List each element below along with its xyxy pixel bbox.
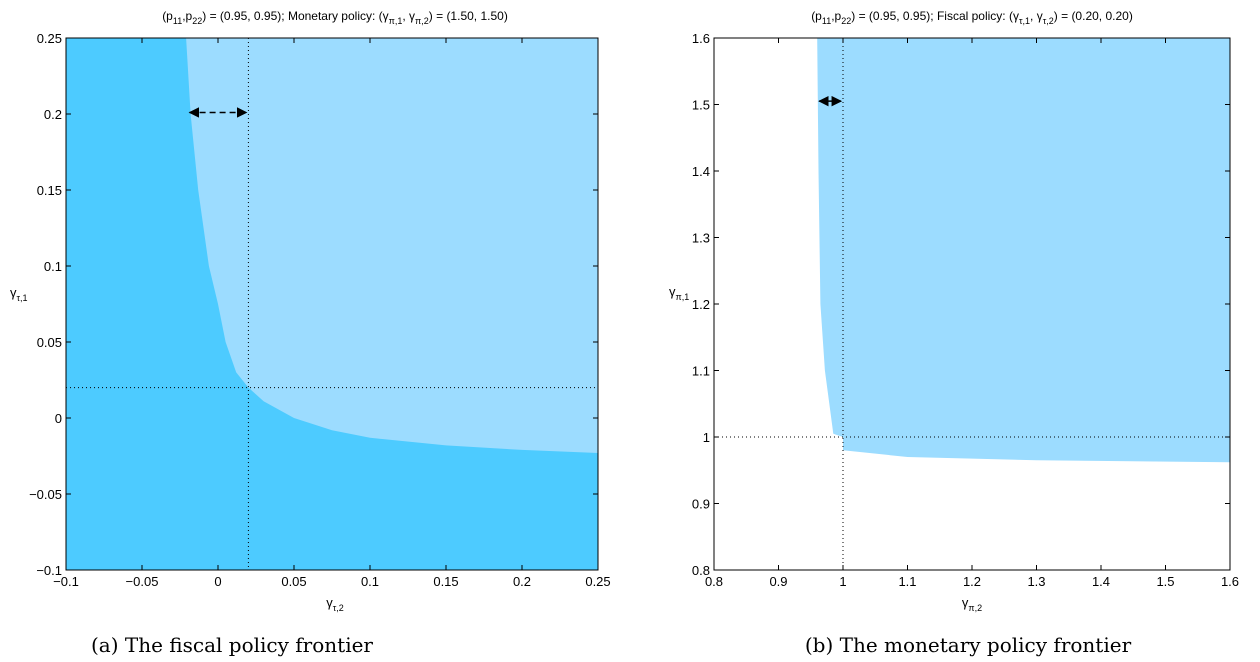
chart-a-xtick-label: 0.1 — [361, 574, 379, 589]
chart-b-xtick-label: 0.8 — [705, 574, 723, 589]
chart-b-xlabel: γπ,2 — [962, 595, 982, 613]
chart-a-xtick-label: −0.05 — [126, 574, 159, 589]
chart-b-ylabel: γπ,1 — [669, 284, 689, 302]
chart-b-xtick-label: 1.4 — [1092, 574, 1110, 589]
chart-a-xtick-label: 0.15 — [433, 574, 458, 589]
chart-b-determinacy-region — [817, 38, 1230, 463]
chart-a-plot: −0.1 −0.05 0 0.05 0.1 0.15 0.2 0.25 −0.1 −0.05 0 0.… — [29, 31, 611, 589]
chart-b-ytick-label: 1 — [703, 430, 710, 445]
chart-a-determinacy-region — [186, 38, 598, 453]
chart-a-ytick-label: 0 — [55, 411, 62, 426]
chart-a-xtick-label: 0 — [214, 574, 221, 589]
panel-monetary-frontier: (p11,p22) = (0.95, 0.95); Fiscal policy:… — [669, 9, 1239, 657]
chart-b-title: (p11,p22) = (0.95, 0.95); Fiscal policy:… — [811, 9, 1133, 26]
chart-a-xtick-label: 0.05 — [281, 574, 306, 589]
chart-a-ytick-label: 0.2 — [44, 107, 62, 122]
chart-b-xtick-label: 1.2 — [963, 574, 981, 589]
chart-a-ytick-label: −0.1 — [36, 563, 62, 578]
chart-b-caption: (b) The monetary policy frontier — [805, 633, 1132, 657]
chart-a-ytick-label: −0.05 — [29, 487, 62, 502]
chart-b-ytick-label: 1.1 — [692, 364, 710, 379]
chart-b-ytick-label: 1.3 — [692, 231, 710, 246]
chart-a-frame — [65, 37, 599, 571]
chart-b-xtick-label: 1.6 — [1221, 574, 1239, 589]
chart-b-ytick-label: 1.6 — [692, 31, 710, 46]
chart-b-plot: 0.8 0.9 1 1.1 1.2 1.3 1.4 1.5 1.6 0.8 0.9 1 1.1 1.2 1.… — [692, 31, 1239, 589]
chart-b-xtick-label: 1.5 — [1156, 574, 1174, 589]
chart-a-ytick-label: 0.25 — [37, 31, 62, 46]
chart-a-title: (p11,p22) = (0.95, 0.95); Monetary polic… — [162, 9, 508, 26]
chart-b-xtick-label: 1.1 — [898, 574, 916, 589]
chart-a-xtick-label: −0.1 — [53, 574, 79, 589]
chart-b-ytick-label: 0.9 — [692, 497, 710, 512]
chart-b-ytick-label: 0.8 — [692, 563, 710, 578]
chart-b-xtick-label: 0.9 — [769, 574, 787, 589]
chart-a-xtick-label: 0.25 — [585, 574, 610, 589]
chart-a-xlabel: γτ,2 — [326, 595, 344, 613]
chart-b-ytick-label: 1.5 — [692, 98, 710, 113]
chart-b-xtick-label: 1 — [839, 574, 846, 589]
chart-a-ytick-label: 0.05 — [37, 335, 62, 350]
panel-fiscal-frontier: (p11,p22) = (0.95, 0.95); Monetary polic… — [10, 9, 611, 657]
chart-a-ytick-label: 0.1 — [44, 259, 62, 274]
chart-b-ytick-label: 1.4 — [692, 164, 710, 179]
chart-a-xtick-label: 0.2 — [513, 574, 531, 589]
chart-a-ytick-label: 0.15 — [37, 183, 62, 198]
chart-b-ytick-label: 1.2 — [692, 297, 710, 312]
chart-b-xtick-label: 1.3 — [1027, 574, 1045, 589]
chart-a-ylabel: γτ,1 — [10, 285, 28, 303]
chart-a-caption: (a) The fiscal policy frontier — [91, 633, 373, 657]
